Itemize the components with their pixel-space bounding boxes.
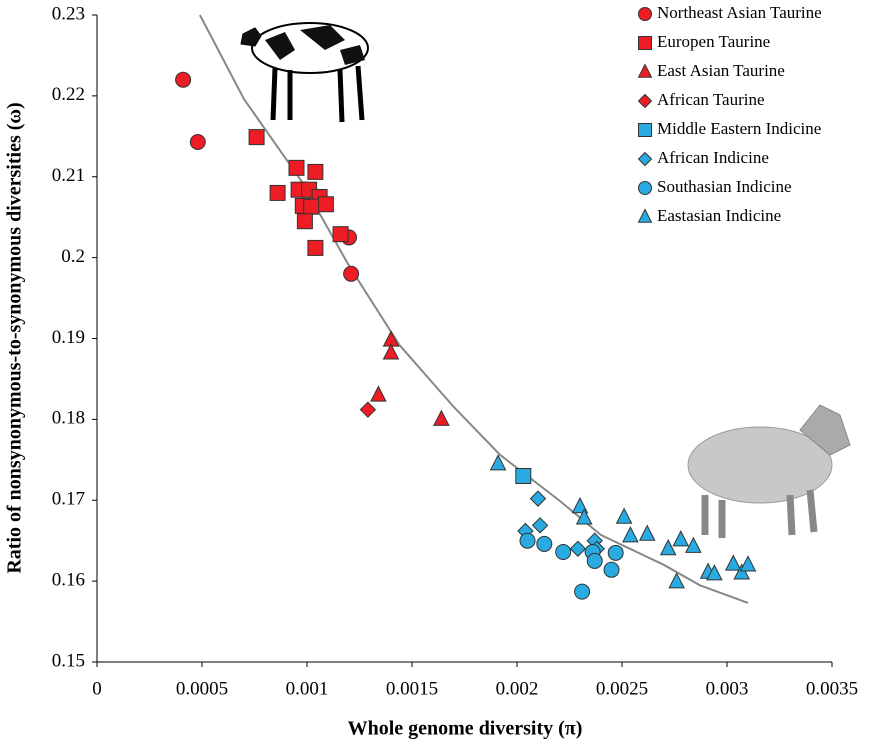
y-tick-label: 0.19 bbox=[52, 327, 85, 348]
legend-marker bbox=[637, 63, 653, 78]
legend-marker bbox=[637, 208, 653, 223]
point bbox=[382, 343, 400, 360]
y-tick-label: 0.15 bbox=[52, 650, 85, 671]
point bbox=[489, 454, 507, 471]
point bbox=[668, 572, 685, 589]
legend-label: African Taurine bbox=[657, 90, 765, 109]
point bbox=[733, 563, 751, 580]
point bbox=[571, 496, 589, 514]
x-tick-label: 0 bbox=[92, 678, 102, 699]
point bbox=[529, 490, 547, 507]
point bbox=[622, 526, 639, 543]
legend-label: Europen Taurine bbox=[657, 32, 770, 51]
point bbox=[575, 508, 593, 525]
point bbox=[343, 265, 360, 282]
zebu-illustration bbox=[687, 404, 851, 538]
point bbox=[615, 507, 633, 524]
legend-marker bbox=[638, 36, 652, 50]
y-axis-label: Ratio of nonsynonymous-to-synonymous div… bbox=[4, 102, 26, 573]
point bbox=[659, 539, 677, 556]
legend-marker bbox=[638, 7, 652, 21]
legend-marker bbox=[638, 123, 652, 137]
point bbox=[706, 564, 723, 581]
legend-marker bbox=[638, 181, 652, 195]
y-tick-label: 0.16 bbox=[52, 569, 85, 590]
x-tick-label: 0.003 bbox=[706, 678, 749, 699]
point bbox=[303, 198, 320, 215]
x-tick-label: 0.001 bbox=[286, 678, 329, 699]
x-tick-label: 0.0005 bbox=[176, 678, 228, 699]
x-tick-label: 0.002 bbox=[496, 678, 539, 699]
legend-label: Middle Eastern Indicine bbox=[657, 119, 821, 138]
legend-label: African Indicine bbox=[657, 148, 769, 167]
x-axis-label: Whole genome diversity (π) bbox=[348, 718, 583, 740]
point bbox=[296, 213, 313, 230]
point bbox=[586, 552, 603, 569]
point bbox=[724, 554, 742, 571]
legend-label: East Asian Taurine bbox=[657, 61, 785, 80]
y-tick-label: 0.23 bbox=[52, 3, 85, 24]
point bbox=[685, 536, 702, 553]
y-tick-label: 0.22 bbox=[52, 84, 85, 105]
legend-label: Northeast Asian Taurine bbox=[657, 3, 822, 22]
point bbox=[672, 530, 690, 547]
y-tick-label: 0.18 bbox=[52, 408, 85, 429]
point bbox=[739, 555, 757, 572]
y-tick-label: 0.2 bbox=[61, 246, 85, 267]
point bbox=[638, 524, 656, 541]
point bbox=[175, 71, 192, 88]
x-tick-label: 0.0035 bbox=[806, 678, 858, 699]
point bbox=[248, 129, 265, 146]
point bbox=[515, 467, 532, 484]
point bbox=[603, 561, 620, 578]
point bbox=[370, 385, 387, 402]
cow-illustration bbox=[240, 22, 369, 123]
point bbox=[519, 532, 536, 549]
point bbox=[536, 535, 553, 552]
y-tick-label: 0.17 bbox=[52, 489, 85, 510]
y-tick-label: 0.21 bbox=[52, 165, 85, 186]
point bbox=[555, 544, 572, 561]
point bbox=[569, 540, 587, 557]
point bbox=[531, 517, 549, 534]
point bbox=[288, 159, 305, 176]
x-tick-label: 0.0015 bbox=[386, 678, 438, 699]
legend-marker bbox=[637, 93, 653, 109]
point bbox=[607, 544, 624, 561]
legend-label: Eastasian Indicine bbox=[657, 206, 781, 225]
point bbox=[269, 184, 286, 201]
point bbox=[574, 583, 591, 600]
point bbox=[307, 163, 324, 180]
x-tick-label: 0.0025 bbox=[596, 678, 648, 699]
point bbox=[189, 133, 206, 150]
point bbox=[433, 409, 450, 426]
point bbox=[307, 239, 324, 256]
legend-marker bbox=[637, 151, 653, 167]
point bbox=[317, 196, 334, 213]
legend-label: Southasian Indicine bbox=[657, 177, 792, 196]
point bbox=[332, 226, 349, 243]
point bbox=[359, 401, 377, 418]
